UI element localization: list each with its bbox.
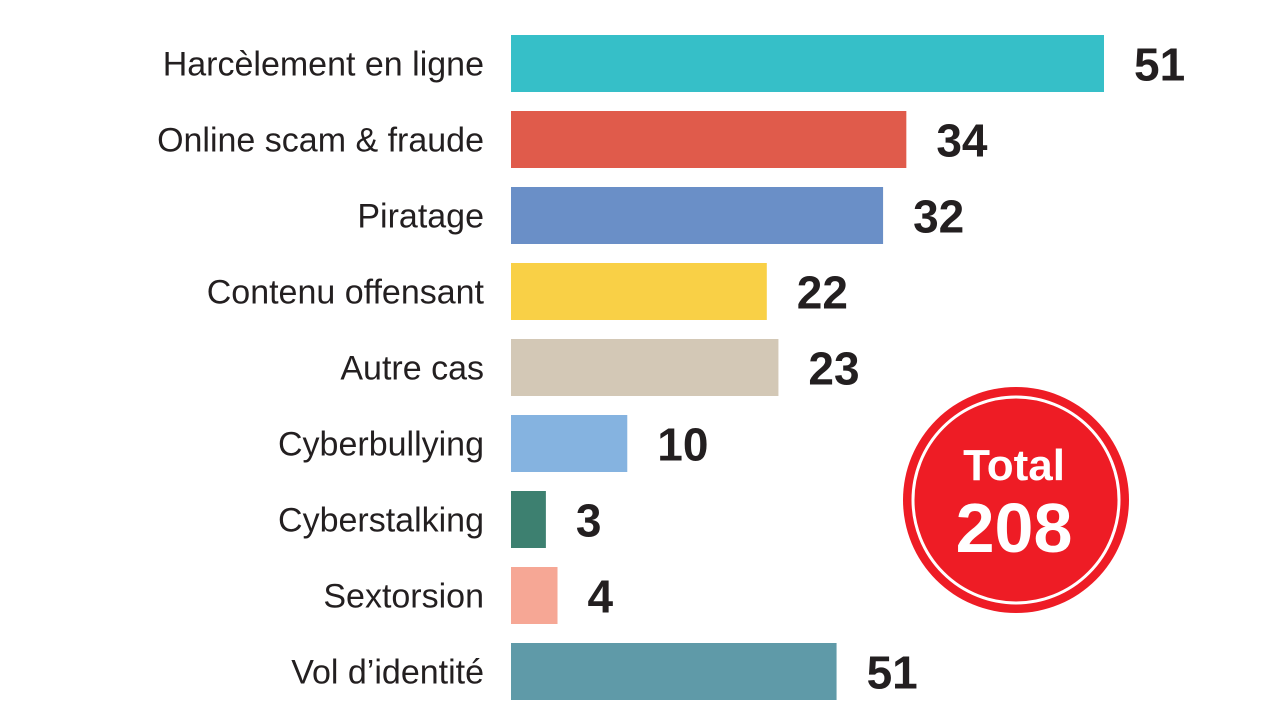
bar-row: Cyberbullying 10: [278, 415, 708, 472]
bar-row: Sextorsion 4: [323, 567, 614, 624]
value-label: 23: [808, 343, 859, 395]
category-label: Harcèlement en ligne: [163, 46, 484, 84]
total-badge-circle: [903, 387, 1129, 613]
bar: [511, 415, 628, 472]
bar: [511, 339, 779, 396]
total-value: 208: [956, 489, 1073, 567]
bar: [511, 111, 907, 168]
category-label: Contenu offensant: [207, 274, 485, 312]
category-label: Piratage: [357, 198, 484, 236]
bar-row: Contenu offensant 22: [207, 263, 848, 320]
bar: [511, 35, 1104, 92]
bar-row: Piratage 32: [357, 187, 964, 244]
bar-row: Online scam & fraude 34: [157, 111, 988, 168]
bar-row: Cyberstalking 3: [278, 491, 601, 548]
category-label: Sextorsion: [323, 578, 484, 616]
category-label: Online scam & fraude: [157, 122, 484, 160]
bar-row: Harcèlement en ligne 51: [163, 35, 1185, 92]
bar: [511, 491, 546, 548]
category-label: Cyberbullying: [278, 426, 484, 464]
bar-row: Vol d’identité 51: [291, 643, 918, 700]
value-label: 51: [867, 647, 918, 699]
bar: [511, 567, 558, 624]
bars-layer: Harcèlement en ligne 51 Online scam & frau…: [157, 35, 1185, 700]
category-label: Autre cas: [340, 350, 484, 388]
bar: [511, 643, 837, 700]
category-label: Cyberstalking: [278, 502, 484, 540]
value-label: 51: [1134, 39, 1185, 91]
value-label: 3: [576, 495, 602, 547]
bar: [511, 263, 767, 320]
total-badge-inner-ring: [911, 395, 1121, 605]
category-label: Vol d’identité: [291, 654, 484, 692]
value-label: 32: [913, 191, 964, 243]
value-label: 22: [797, 267, 848, 319]
bar: [511, 187, 884, 244]
total-badge: Total 208: [903, 387, 1129, 613]
bar-row: Autre cas 23: [340, 339, 860, 396]
value-label: 10: [657, 419, 708, 471]
value-label: 34: [936, 115, 988, 167]
total-label: Total: [963, 441, 1065, 490]
value-label: 4: [588, 571, 614, 623]
